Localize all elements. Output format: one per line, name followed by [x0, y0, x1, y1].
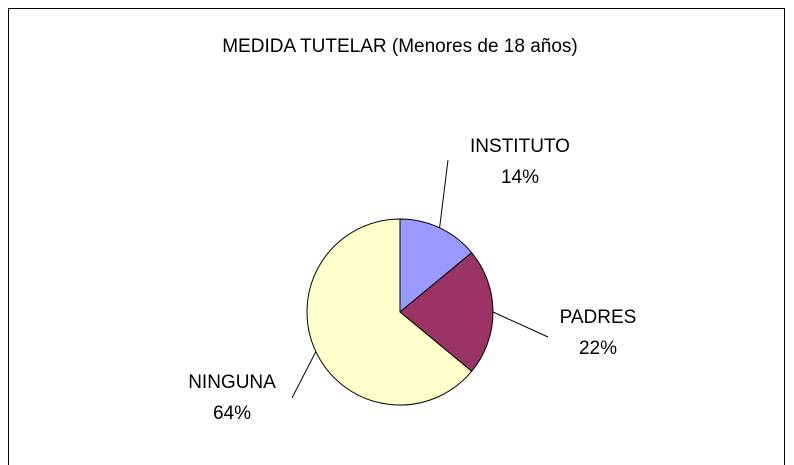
leader-line — [291, 351, 317, 399]
slice-label: PADRES — [560, 307, 637, 328]
slice-label: INSTITUTO — [470, 136, 570, 157]
leader-line — [492, 311, 549, 338]
pie-slice — [399, 218, 473, 314]
pie-slice — [399, 252, 494, 372]
slice-value-label: 22% — [579, 338, 617, 359]
slice-value-label: 64% — [213, 403, 251, 424]
pie-slice — [306, 218, 473, 406]
slice-label: NINGUNA — [188, 372, 276, 393]
leader-line — [439, 159, 449, 228]
chart-title: MEDIDA TUTELAR (Menores de 18 años) — [222, 36, 578, 57]
slice-value-label: 14% — [501, 167, 539, 188]
